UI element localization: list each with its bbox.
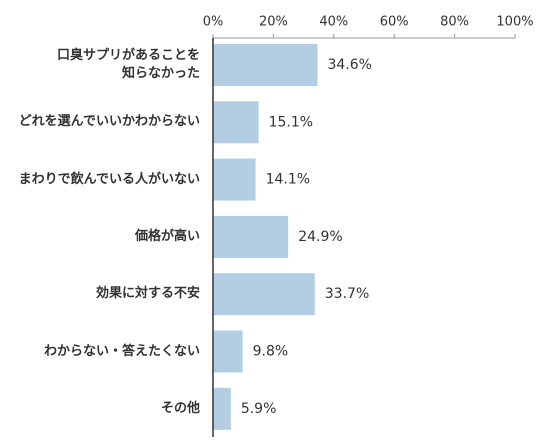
category-label: どれを選んでいいかわからない — [18, 114, 200, 130]
x-tick-label: 100% — [496, 15, 533, 30]
value-label: 15.1% — [269, 114, 313, 130]
category-label: まわりで飲んでいる人がいない — [18, 171, 200, 187]
value-label: 14.1% — [266, 172, 310, 188]
category-label: その他 — [160, 400, 200, 416]
value-label: 34.6% — [327, 57, 371, 73]
category-label: わからない・答えたくない — [43, 343, 200, 359]
category-label: 口臭サプリがあることを 知らなかった — [56, 48, 200, 81]
bar — [213, 387, 231, 430]
x-tick-label: 0% — [203, 15, 224, 30]
x-tick-label: 80% — [440, 15, 469, 30]
value-label: 9.8% — [253, 344, 289, 360]
bar — [213, 330, 243, 373]
bar — [213, 273, 315, 316]
bar — [213, 158, 256, 201]
x-tick-label: 60% — [380, 15, 409, 30]
x-tick-label: 40% — [319, 15, 348, 30]
value-label: 24.9% — [298, 229, 342, 245]
bar — [213, 44, 318, 86]
value-label: 5.9% — [241, 401, 277, 417]
value-label: 33.7% — [325, 286, 369, 302]
category-label: 価格が高い — [134, 228, 200, 244]
bar — [213, 215, 289, 258]
x-tick-label: 20% — [259, 15, 288, 30]
bar — [213, 101, 259, 144]
category-label: 効果に対する不安 — [95, 286, 200, 302]
